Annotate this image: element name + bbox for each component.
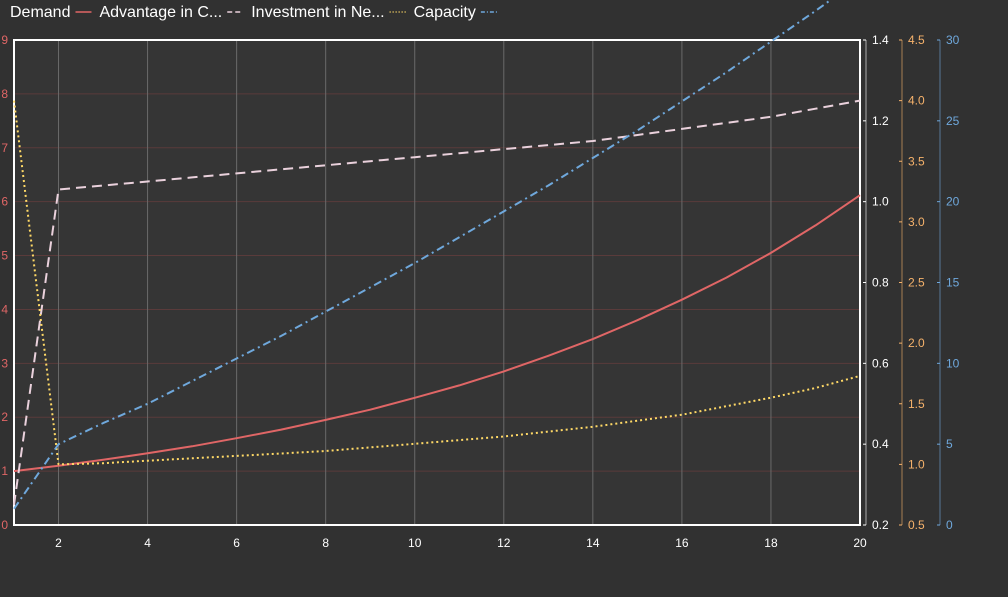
left-axis-tick-label: 1 xyxy=(1,464,8,478)
plot-area xyxy=(14,40,860,525)
right2-axis-tick-label: 4.5 xyxy=(908,33,925,47)
right1-axis-tick-label: 1.2 xyxy=(872,114,889,128)
x-tick-label: 16 xyxy=(675,536,689,550)
x-tick-label: 18 xyxy=(764,536,778,550)
x-tick-label: 20 xyxy=(853,536,867,550)
left-axis-tick-label: 8 xyxy=(1,87,8,101)
series-line-1 xyxy=(13,194,861,473)
left-axis-tick-label: 2 xyxy=(1,410,8,424)
series-line-2 xyxy=(13,99,861,505)
right3-axis-tick-label: 15 xyxy=(946,276,960,290)
right2-axis-tick-label: 0.5 xyxy=(908,518,925,532)
x-tick-label: 10 xyxy=(408,536,422,550)
x-tick-label: 14 xyxy=(586,536,600,550)
left-axis-tick-label: 9 xyxy=(1,33,8,47)
x-tick-label: 6 xyxy=(233,536,240,550)
x-tick-label: 8 xyxy=(322,536,329,550)
right3-axis-tick-label: 5 xyxy=(946,437,953,451)
right3-axis-tick-label: 30 xyxy=(946,33,960,47)
left-axis-tick-label: 0 xyxy=(1,518,8,532)
right3-axis-tick-label: 25 xyxy=(946,114,960,128)
series-line-3 xyxy=(13,100,861,466)
right3-axis-tick-label: 0 xyxy=(946,518,953,532)
x-tick-label: 2 xyxy=(55,536,62,550)
series-line-4 xyxy=(13,0,833,510)
right3-axis-tick-label: 10 xyxy=(946,356,960,370)
right2-axis-tick-label: 3.5 xyxy=(908,154,925,168)
right3-axis-tick-label: 20 xyxy=(946,195,960,209)
left-axis-tick-label: 5 xyxy=(1,249,8,263)
right2-axis-tick-label: 2.5 xyxy=(908,276,925,290)
right1-axis-tick-label: 0.8 xyxy=(872,276,889,290)
left-axis-tick-label: 6 xyxy=(1,195,8,209)
right2-axis-tick-label: 2.0 xyxy=(908,336,925,350)
right1-axis-tick-label: 0.4 xyxy=(872,437,889,451)
plot-border xyxy=(13,39,861,526)
legend-label-2: Advantage in C... xyxy=(99,4,222,21)
right1-axis-tick-label: 1.0 xyxy=(872,195,889,209)
right1-axis-tick-label: 0.6 xyxy=(872,356,889,370)
legend-label-4: Capacity xyxy=(414,4,476,21)
left-axis-tick-label: 7 xyxy=(1,141,8,155)
right1-axis-tick-label: 1.4 xyxy=(872,33,889,47)
right1-axis-tick-label: 0.2 xyxy=(872,518,889,532)
right2-axis-tick-label: 1.0 xyxy=(908,457,925,471)
left-axis-tick-label: 4 xyxy=(1,302,8,316)
left-axis-tick-label: 3 xyxy=(1,356,8,370)
right2-axis-tick-label: 1.5 xyxy=(908,397,925,411)
right2-axis-tick-label: 4.0 xyxy=(908,94,925,108)
legend-label-3: Investment in Ne... xyxy=(251,4,384,21)
x-tick-label: 12 xyxy=(497,536,511,550)
x-tick-label: 4 xyxy=(144,536,151,550)
right2-axis-tick-label: 3.0 xyxy=(908,215,925,229)
legend-label-1: Demand xyxy=(10,4,70,21)
